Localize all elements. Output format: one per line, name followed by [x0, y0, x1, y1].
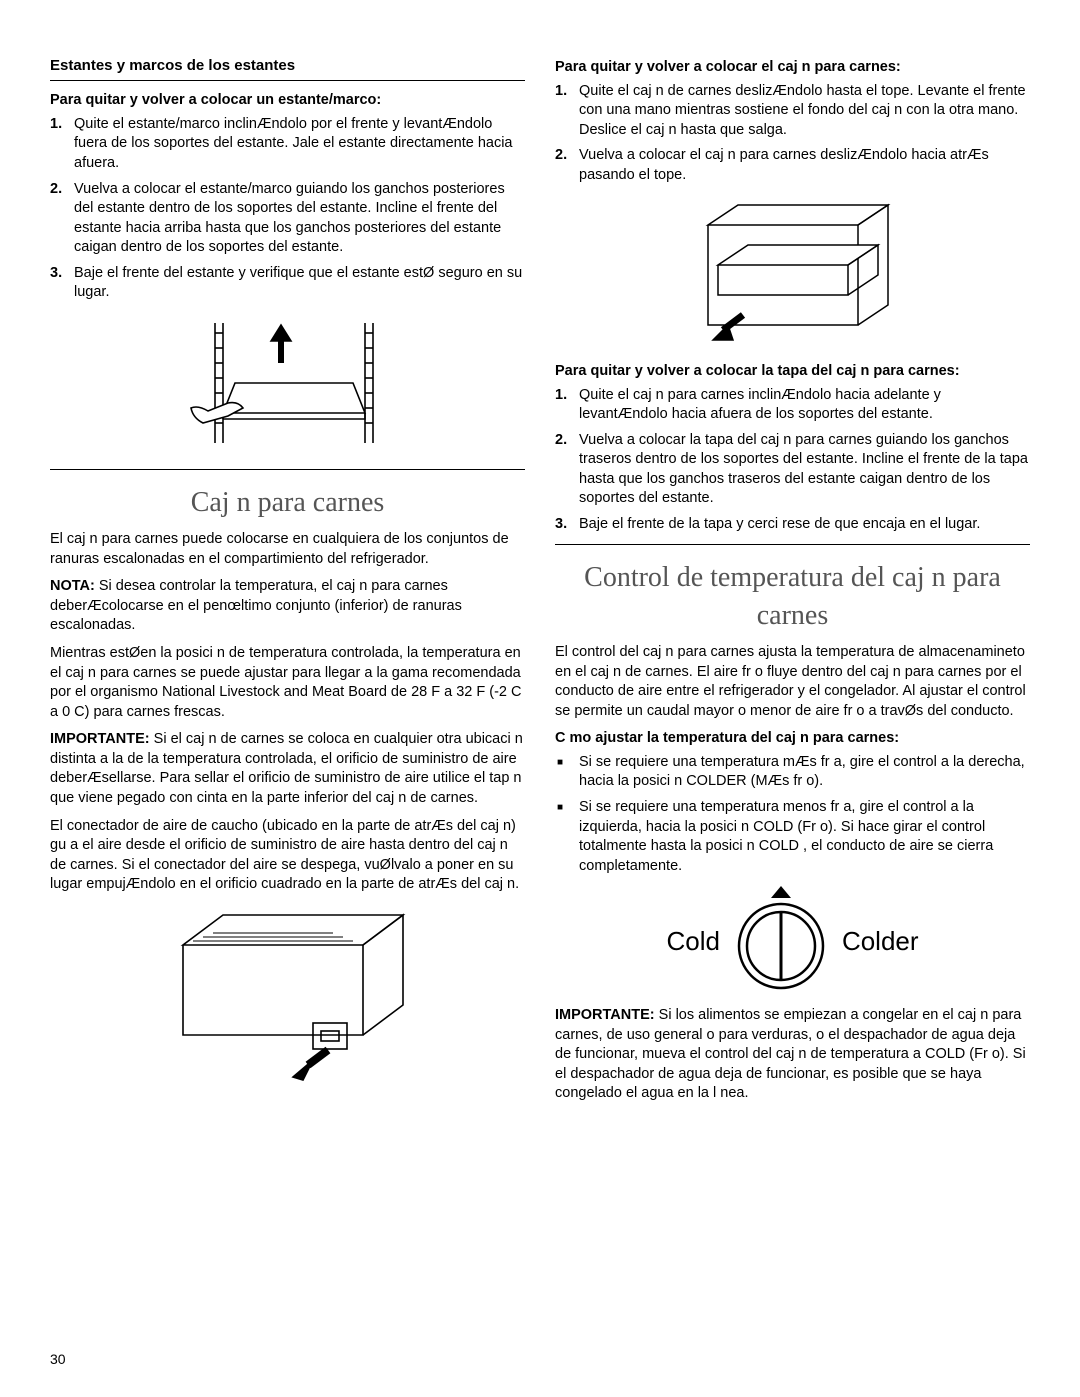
proc4-title: C mo ajustar la temperatura del caj n pa…	[555, 729, 1030, 749]
shelves-subheading: Estantes y marcos de los estantes	[50, 56, 525, 81]
body-text: NOTA: Si desea controlar la temperatura,…	[50, 577, 525, 636]
list-item: Quite el caj n para carnes inclinÆndolo …	[555, 386, 1030, 425]
proc1-title: Para quitar y volver a colocar un estant…	[50, 91, 525, 111]
body-text: El control del caj n para carnes ajusta …	[555, 643, 1030, 721]
list-item: Quite el caj n de carnes deslizÆndolo ha…	[555, 82, 1030, 141]
temp-control-title: Control de temperatura del caj n para ca…	[555, 559, 1030, 635]
dial-figure: Cold Colder	[555, 886, 1030, 996]
dial-cold-label: Cold	[666, 924, 719, 959]
list-item: Baje el frente del estante y verifique q…	[50, 264, 525, 303]
proc3-list: Quite el caj n para carnes inclinÆndolo …	[555, 386, 1030, 535]
proc2-list: Quite el caj n de carnes deslizÆndolo ha…	[555, 82, 1030, 186]
divider	[50, 469, 525, 470]
dial-colder-label: Colder	[842, 924, 919, 959]
body-text: El caj n para carnes puede colocarse en …	[50, 530, 525, 569]
proc2-title: Para quitar y volver a colocar el caj n …	[555, 58, 1030, 78]
list-item: Si se requiere una temperatura mÆs fr a,…	[555, 753, 1030, 792]
list-item: Si se requiere una temperatura menos fr …	[555, 798, 1030, 876]
shelf-figure	[50, 313, 525, 460]
list-item: Baje el frente de la tapa y cerci rese d…	[555, 515, 1030, 535]
body-text: IMPORTANTE: Si los alimentos se empiezan…	[555, 1006, 1030, 1104]
list-item: Vuelva a colocar el estante/marco guiand…	[50, 180, 525, 258]
list-item: Vuelva a colocar la tapa del caj n para …	[555, 431, 1030, 509]
divider	[555, 544, 1030, 545]
meat-drawer-title: Caj n para carnes	[50, 484, 525, 522]
list-item: Vuelva a colocar el caj n para carnes de…	[555, 146, 1030, 185]
body-text: Mientras estØen la posici n de temperatu…	[50, 644, 525, 722]
drawer-figure	[50, 905, 525, 1092]
proc4-list: Si se requiere una temperatura mÆs fr a,…	[555, 753, 1030, 876]
proc1-list: Quite el estante/marco inclinÆndolo por …	[50, 115, 525, 303]
body-text: IMPORTANTE: Si el caj n de carnes se col…	[50, 730, 525, 808]
slide-figure	[555, 195, 1030, 352]
proc3-title: Para quitar y volver a colocar la tapa d…	[555, 362, 1030, 382]
body-text: El conectador de aire de caucho (ubicado…	[50, 817, 525, 895]
list-item: Quite el estante/marco inclinÆndolo por …	[50, 115, 525, 174]
right-column: Para quitar y volver a colocar el caj n …	[555, 50, 1030, 1112]
page-number: 30	[50, 1350, 66, 1369]
left-column: Estantes y marcos de los estantes Para q…	[50, 50, 525, 1112]
